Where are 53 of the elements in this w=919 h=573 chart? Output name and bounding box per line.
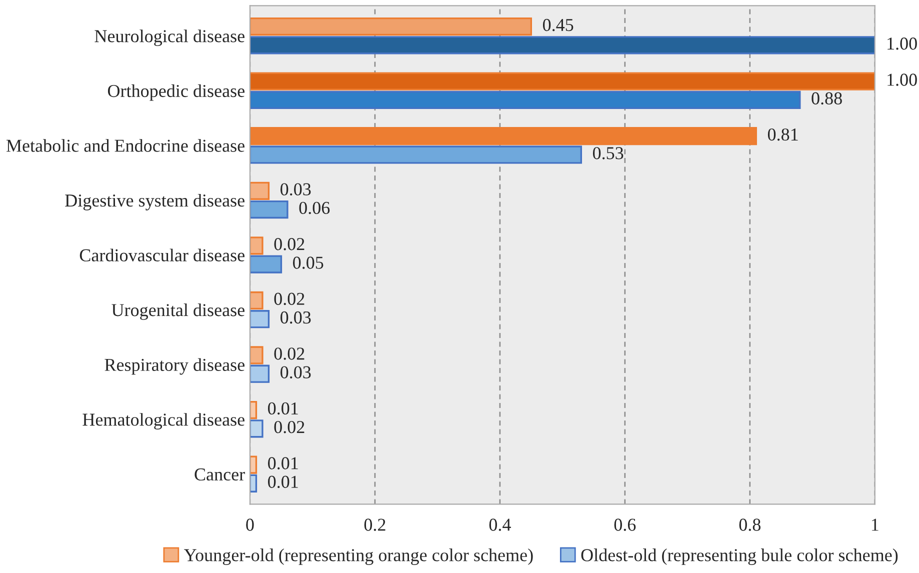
bar [250, 182, 270, 200]
bar [250, 146, 582, 164]
data-label: 0.03 [280, 366, 311, 378]
y-tick-label: Cardiovascular disease [80, 248, 244, 262]
bar [250, 291, 264, 310]
data-label: 0.03 [280, 183, 311, 196]
y-tick-label: Digestive system disease [65, 194, 244, 210]
bar [250, 36, 875, 54]
bar [250, 346, 264, 364]
data-label: 0.01 [268, 457, 298, 470]
x-tick-label: 0 [246, 518, 254, 531]
bar [250, 364, 270, 383]
bar [250, 400, 258, 420]
data-label: 0.05 [293, 256, 324, 269]
data-label: 1.00 [888, 74, 917, 86]
x-tick-label: 0.6 [614, 518, 636, 531]
data-label: 0.02 [274, 348, 304, 360]
bar [250, 456, 258, 474]
x-tick-label: 0.8 [739, 518, 760, 531]
data-label: 0.03 [280, 311, 311, 324]
y-tick-label: Metabolic and Endocrine disease [6, 139, 244, 152]
bar [250, 127, 757, 146]
y-tick-label: Respiratory disease [104, 358, 244, 375]
data-label: 0.02 [274, 420, 304, 434]
y-tick-label: Urogenital disease [112, 304, 244, 320]
bar [250, 420, 264, 438]
x-tick-label: 0.4 [489, 518, 511, 531]
y-tick-label: Hematological disease [82, 413, 244, 430]
data-label: 0.06 [299, 202, 330, 214]
y-tick-label: Neurological disease [94, 30, 244, 46]
data-label: 0.01 [268, 476, 298, 488]
legend-label: Younger-old (representing orange color scheme) [184, 548, 533, 565]
x-tick-label: 1 [872, 518, 878, 531]
bar [250, 200, 288, 219]
data-label: 0.02 [274, 292, 304, 306]
legend-label: Oldest-old (representing bule color scheme) [581, 548, 898, 565]
bar [250, 236, 264, 255]
bar [250, 90, 801, 110]
bar [250, 72, 875, 90]
y-tick-label: Cancer [194, 468, 245, 481]
data-label: 0.88 [812, 92, 842, 105]
data-label: 0.02 [274, 238, 304, 250]
data-label: 1.00 [888, 38, 917, 50]
data-label: 0.53 [592, 147, 624, 160]
data-label: 0.45 [542, 18, 574, 32]
bar [250, 255, 282, 274]
x-tick-label: 0.2 [364, 518, 386, 531]
data-label: 0.81 [768, 128, 798, 141]
bar [250, 474, 258, 492]
bar [250, 310, 270, 328]
bar [250, 17, 532, 36]
y-tick-label: Orthopedic disease [108, 84, 244, 101]
data-label: 0.01 [268, 402, 298, 415]
